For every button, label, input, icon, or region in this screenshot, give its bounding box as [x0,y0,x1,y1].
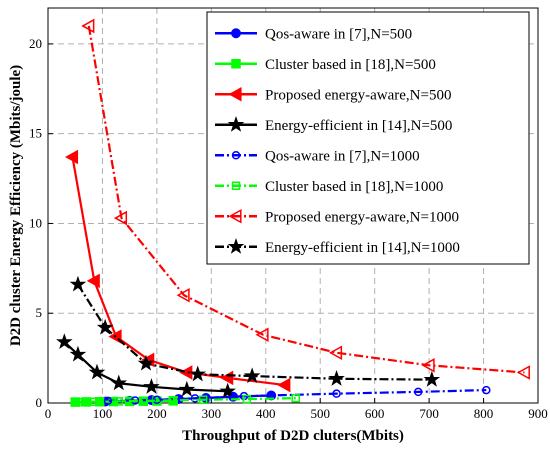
data-point [413,387,423,397]
data-point [189,365,207,382]
data-point [277,377,291,393]
y-tick-label: 20 [29,36,42,51]
data-point [88,363,106,380]
data-point [179,365,193,380]
legend-box [206,11,530,265]
x-tick-label: 200 [147,406,167,421]
data-point [516,365,530,380]
data-point [198,395,208,405]
data-point [137,354,155,371]
x-tick-label: 600 [365,406,385,421]
series-4 [56,333,236,399]
data-point [110,374,128,391]
legend-item: Proposed energy-aware,N=500 [215,86,451,103]
data-point [190,394,200,403]
x-tick-label: 0 [45,406,52,421]
x-tick-label: 900 [528,406,548,421]
data-point [482,385,491,395]
data-point [96,318,114,335]
legend-marker [228,208,242,224]
data-point [69,345,87,362]
data-point [81,18,95,34]
x-tick-label: 500 [310,406,330,421]
series-line [87,25,525,374]
data-point [421,358,435,373]
y-tick-label: 10 [29,215,42,230]
data-point [328,370,345,386]
y-tick-label: 0 [36,395,43,410]
data-point [56,333,73,350]
data-point [243,367,261,384]
data-point [255,327,269,343]
legend-marker [231,181,241,190]
data-point [103,396,113,406]
legend-item: Cluster based in [18],N=1000 [215,179,443,195]
data-point [176,287,190,303]
series-7 [81,18,530,380]
data-point [113,210,128,226]
data-point [291,393,300,403]
legend-item: Qos-aware in [7],N=1000 [215,148,420,164]
data-point [242,394,251,404]
x-axis-label: Throughput of D2D cluters(Mbits) [182,428,404,444]
data-point [86,273,100,289]
legend-marker [231,151,241,160]
data-point [73,397,83,407]
data-point [423,370,441,387]
legend-item: Energy-efficient in [14],N=1000 [215,238,460,256]
legend-label: Energy-efficient in [14],N=500 [265,118,452,134]
legend-marker [227,238,245,254]
series-group [56,18,530,407]
legend: Qos-aware in [7],N=500 Cluster based in [… [206,11,530,265]
data-point [178,380,196,397]
legend-item: Cluster based in [18],N=500 [215,57,436,73]
data-point [220,370,234,386]
legend-label: Cluster based in [18],N=1000 [265,179,443,195]
x-tick-label: 100 [93,406,113,421]
legend-label: Energy-efficient in [14],N=1000 [265,240,460,256]
data-point [64,149,79,165]
data-point [332,389,341,398]
data-point [168,396,178,405]
legend-item: Qos-aware in [7],N=500 [215,26,412,42]
legend-marker [231,28,241,39]
x-tick-label: 700 [419,406,439,421]
data-point [69,275,87,292]
legend-label: Cluster based in [18],N=500 [265,57,436,73]
legend-item: Energy-efficient in [14],N=500 [215,116,452,134]
legend-item: Proposed energy-aware,N=1000 [215,208,459,225]
y-axis-label: D2D cluster Energy Efficiency (Mbits/jou… [8,65,24,346]
data-point [139,396,148,406]
series-line [77,283,432,381]
legend-label: Qos-aware in [7],N=500 [265,26,412,42]
y-tick-label: 15 [29,126,42,141]
series-6 [73,393,300,407]
data-point [114,397,124,406]
legend-marker [227,116,245,132]
axis-ticks: 0 100 200 300 400 500 600 700 800 900 0 5 10 15 20 [29,36,548,421]
legend-label: Qos-aware in [7],N=1000 [265,148,420,164]
data-point [329,345,343,361]
plot-frame [47,7,539,404]
data-point [219,382,236,399]
y-tick-label: 5 [36,305,43,320]
legend-marker [231,59,241,69]
x-tick-label: 800 [474,406,494,421]
x-tick-label: 300 [202,406,222,421]
x-tick-label: 400 [256,406,276,421]
series-8 [69,275,441,387]
legend-marker [228,86,242,102]
data-point [90,397,99,406]
legend-label: Proposed energy-aware,N=1000 [265,209,459,225]
legend-label: Proposed energy-aware,N=500 [265,87,451,103]
data-point [143,378,160,394]
